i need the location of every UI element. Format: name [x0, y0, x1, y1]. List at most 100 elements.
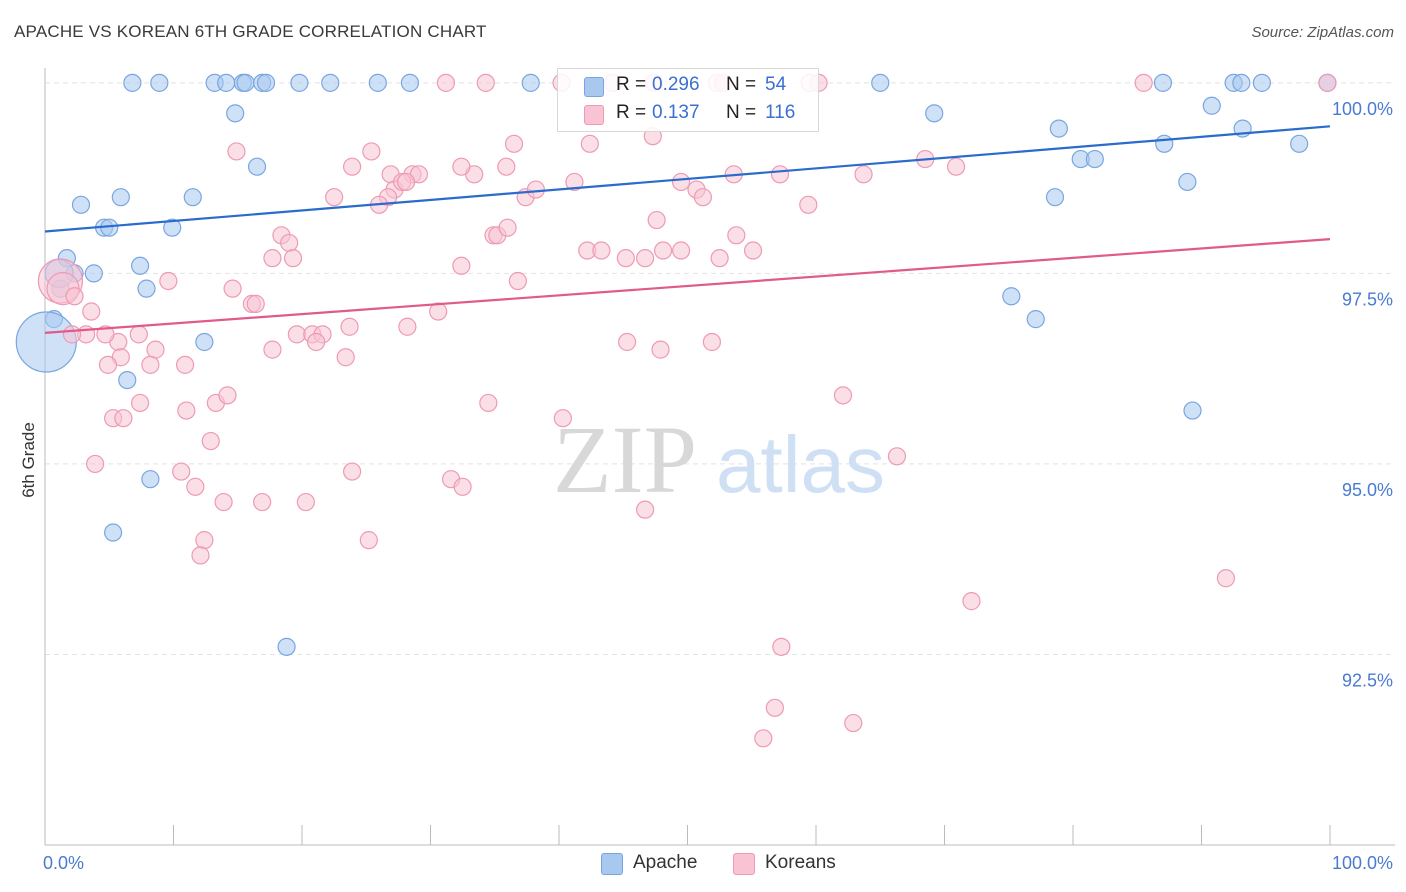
koreans-point	[727, 226, 746, 245]
koreans-point	[263, 249, 282, 268]
watermark-atlas: atlas	[716, 420, 885, 509]
koreans-point	[141, 355, 160, 374]
koreans-point	[177, 401, 196, 420]
koreans-point	[62, 325, 82, 344]
y-tick-label: 97.5%	[1342, 289, 1393, 309]
koreans-point	[580, 134, 599, 153]
apache-point	[163, 218, 182, 237]
koreans-point	[343, 462, 362, 481]
koreans-point	[429, 302, 448, 321]
koreans-point	[799, 195, 818, 214]
apache-point	[111, 188, 130, 207]
koreans-point	[497, 157, 516, 176]
koreans-point	[452, 256, 471, 275]
apache-point	[195, 332, 214, 352]
apache-point	[256, 73, 276, 92]
apache-point	[1178, 172, 1197, 192]
koreans-point	[343, 157, 362, 176]
koreans-point	[651, 340, 670, 359]
koreans-point	[476, 73, 495, 92]
watermark-zip: ZIP	[553, 406, 697, 513]
chart-title: APACHE VS KOREAN 6TH GRADE CORRELATION C…	[14, 22, 487, 41]
source-label: Source: ZipAtlas.com	[1251, 24, 1394, 41]
koreans-point	[246, 294, 265, 313]
koreans-point	[340, 317, 359, 336]
koreans-point	[671, 241, 691, 260]
axes	[44, 68, 1395, 846]
apache-point	[137, 279, 156, 298]
koreans-point	[336, 348, 355, 367]
koreans-point	[191, 546, 210, 565]
koreans-point	[86, 454, 105, 474]
apache-point	[1232, 73, 1251, 92]
koreans-point	[526, 180, 545, 199]
apache-point	[141, 470, 160, 489]
apache-point	[1153, 73, 1173, 92]
koreans-point	[553, 409, 572, 428]
koreans-point	[504, 134, 524, 153]
koreans-point	[227, 142, 246, 161]
koreans-point	[1318, 73, 1337, 92]
koreans-legend-label: Koreans	[765, 852, 836, 873]
apache-point	[183, 188, 202, 207]
apache-point	[118, 370, 137, 390]
apache-point	[1045, 188, 1065, 207]
x-tick-label: 0.0%	[43, 853, 84, 873]
koreans-point	[98, 355, 118, 374]
koreans-point	[114, 409, 133, 428]
koreans-point	[635, 249, 655, 268]
apache-point	[521, 73, 540, 92]
koreans-point	[396, 172, 416, 192]
koreans-point	[946, 157, 966, 176]
koreans-point	[508, 271, 527, 291]
koreans-point	[770, 165, 790, 184]
apache-point	[123, 73, 142, 92]
koreans-point	[96, 325, 115, 344]
koreans-point	[653, 241, 673, 260]
koreans-point	[214, 492, 233, 512]
stats-legend: R = 0.296 N = 54 R = 0.137 N = 116	[557, 68, 819, 132]
koreans-point	[325, 188, 344, 207]
apache-point	[130, 256, 150, 275]
n-value: 116	[765, 102, 796, 123]
koreans-point	[635, 500, 655, 519]
koreans-point	[263, 340, 282, 359]
apache-point	[217, 73, 236, 92]
apache-point	[236, 73, 255, 92]
apache-legend-swatch	[601, 853, 623, 875]
apache-point	[1002, 287, 1021, 306]
koreans-point	[453, 477, 472, 496]
apache-point	[1155, 134, 1174, 153]
koreans-point	[359, 531, 378, 550]
koreans-point	[565, 172, 584, 192]
apache-point	[871, 73, 890, 92]
tick-labels: 92.5% 95.0% 97.5% 100.0% 0.0% 100.0%	[43, 99, 1393, 873]
apache-point	[1290, 134, 1309, 153]
koreans-point	[693, 188, 713, 207]
koreans-point	[1216, 569, 1236, 588]
koreans-point	[159, 271, 178, 291]
koreans-point	[647, 210, 666, 230]
apache-point	[290, 73, 309, 92]
koreans-point	[479, 393, 498, 413]
apache-point	[400, 73, 420, 92]
y-axis-label: 6th Grade	[19, 422, 38, 498]
koreans-point	[436, 73, 456, 92]
apache-point	[1026, 310, 1045, 329]
koreans-point	[296, 492, 315, 512]
koreans-point	[702, 332, 722, 352]
koreans-point	[129, 325, 148, 344]
koreans-point	[283, 249, 303, 268]
koreans-point	[175, 355, 195, 374]
koreans-point	[218, 386, 237, 405]
n-label: N =	[726, 102, 757, 123]
data-points	[15, 73, 1337, 748]
koreans-point	[362, 142, 381, 161]
apache-legend-label: Apache	[633, 852, 698, 873]
koreans-point	[616, 249, 635, 268]
apache-swatch	[584, 77, 604, 97]
koreans-point	[618, 332, 637, 352]
trend-lines	[44, 125, 1331, 334]
apache-point	[1085, 149, 1104, 169]
